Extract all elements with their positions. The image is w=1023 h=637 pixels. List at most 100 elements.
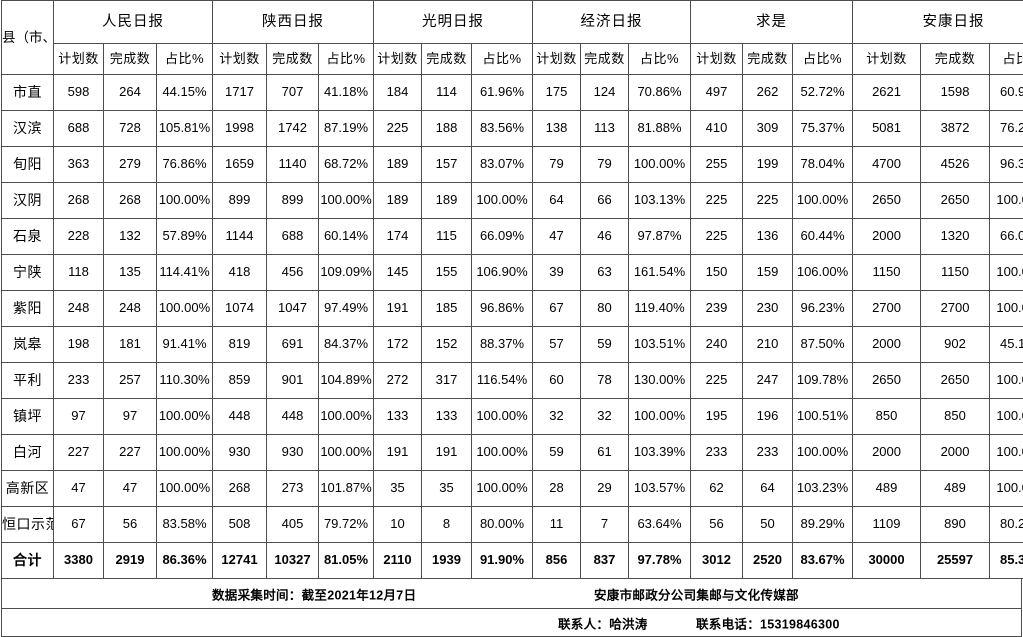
row-label-region: 恒口示范区: [2, 507, 54, 543]
header-row-paper-groups: 县（市、区）人民日报陕西日报光明日报经济日报求是安康日报总计完成占比%: [2, 1, 1023, 44]
table-cell-value: 1047: [267, 291, 319, 327]
table-cell-value: 2650: [853, 183, 921, 219]
table-cell-value: 83.58%: [157, 507, 213, 543]
table-cell-value: 3872: [921, 111, 990, 147]
header-cell-paper-group: 安康日报: [853, 1, 1023, 44]
table-cell-value: 4526: [921, 147, 990, 183]
table-cell-value: 67: [533, 291, 581, 327]
table-cell-value: 57: [533, 327, 581, 363]
table-cell-value: 227: [104, 435, 157, 471]
table-cell-value: 113: [581, 111, 629, 147]
table-cell-value: 268: [213, 471, 267, 507]
table-cell-value: 84.37%: [319, 327, 374, 363]
table-cell-value: 87.50%: [793, 327, 853, 363]
table-cell-value: 56: [104, 507, 157, 543]
table-cell-value: 100.00%: [629, 399, 691, 435]
table-cell-value: 225: [743, 183, 793, 219]
table-cell-value: 508: [213, 507, 267, 543]
table-cell-value: 264: [104, 75, 157, 111]
table-cell-value: 11: [533, 507, 581, 543]
table-cell-value: 161.54%: [629, 255, 691, 291]
table-cell-value: 225: [691, 219, 743, 255]
row-label-region: 紫阳: [2, 291, 54, 327]
table-cell-value: 188: [422, 111, 472, 147]
table-cell-value: 105.81%: [157, 111, 213, 147]
table-cell-value: 489: [921, 471, 990, 507]
table-cell-value: 210: [743, 327, 793, 363]
table-cell-value: 174: [374, 219, 422, 255]
table-cell-value: 2700: [853, 291, 921, 327]
header-cell-paper-group: 人民日报: [54, 1, 213, 44]
table-cell-value: 83.67%: [793, 543, 853, 579]
header-cell-measure: 计划数: [853, 44, 921, 75]
table-cell-value: 79: [533, 147, 581, 183]
table-cell-value: 2621: [853, 75, 921, 111]
table-cell-value: 12741: [213, 543, 267, 579]
table-cell-value: 1598: [921, 75, 990, 111]
row-label-region: 旬阳: [2, 147, 54, 183]
row-label-region: 汉滨: [2, 111, 54, 147]
table-cell-value: 3380: [54, 543, 104, 579]
table-cell-value: 61: [581, 435, 629, 471]
table-cell-value: 100.00%: [157, 291, 213, 327]
table-cell-value: 100.00%: [990, 471, 1023, 507]
table-cell-value: 41.18%: [319, 75, 374, 111]
table-cell-value: 410: [691, 111, 743, 147]
table-cell-value: 44.15%: [157, 75, 213, 111]
row-label-region: 白河: [2, 435, 54, 471]
row-label-region: 镇坪: [2, 399, 54, 435]
table-cell-value: 109.78%: [793, 363, 853, 399]
table-cell-value: 930: [213, 435, 267, 471]
table-cell-value: 10327: [267, 543, 319, 579]
table-cell-value: 1742: [267, 111, 319, 147]
table-cell-value: 100.00%: [990, 363, 1023, 399]
table-cell-value: 1150: [921, 255, 990, 291]
table-cell-value: 114.41%: [157, 255, 213, 291]
table-cell-value: 78.04%: [793, 147, 853, 183]
header-cell-measure: 占比%: [793, 44, 853, 75]
table-cell-value: 2700: [921, 291, 990, 327]
table-cell-value: 106.00%: [793, 255, 853, 291]
table-cell-value: 100.00%: [157, 183, 213, 219]
row-label-region: 汉阴: [2, 183, 54, 219]
table-cell-value: 56: [691, 507, 743, 543]
table-cell-value: 100.00%: [472, 399, 533, 435]
row-label-region: 高新区: [2, 471, 54, 507]
table-cell-value: 52.72%: [793, 75, 853, 111]
table-cell-value: 100.00%: [990, 399, 1023, 435]
table-cell-value: 97.87%: [629, 219, 691, 255]
table-cell-value: 66: [581, 183, 629, 219]
table-cell-value: 448: [267, 399, 319, 435]
table-cell-value: 902: [921, 327, 990, 363]
table-cell-value: 110.30%: [157, 363, 213, 399]
contact-phone: 联系电话：15319846300: [696, 613, 840, 632]
table-cell-value: 96.86%: [472, 291, 533, 327]
table-cell-value: 138: [533, 111, 581, 147]
table-cell-value: 1320: [921, 219, 990, 255]
table-cell-value: 85.32%: [990, 543, 1023, 579]
table-cell-value: 76.21%: [990, 111, 1023, 147]
table-cell-value: 196: [743, 399, 793, 435]
table-cell-value: 67: [54, 507, 104, 543]
table-cell-value: 32: [533, 399, 581, 435]
table-cell-value: 88.37%: [472, 327, 533, 363]
table-cell-value: 248: [104, 291, 157, 327]
table-cell-value: 47: [533, 219, 581, 255]
table-cell-value: 157: [422, 147, 472, 183]
table-cell-value: 598: [54, 75, 104, 111]
table-cell-value: 47: [104, 471, 157, 507]
table-cell-value: 3012: [691, 543, 743, 579]
table-cell-value: 268: [104, 183, 157, 219]
table-row: 恒口示范区675683.58%50840579.72%10880.00%1176…: [2, 507, 1023, 543]
table-cell-value: 25597: [921, 543, 990, 579]
table-cell-value: 198: [54, 327, 104, 363]
table-cell-value: 248: [54, 291, 104, 327]
table-cell-value: 899: [213, 183, 267, 219]
table-cell-value: 184: [374, 75, 422, 111]
header-cell-measure: 完成数: [267, 44, 319, 75]
